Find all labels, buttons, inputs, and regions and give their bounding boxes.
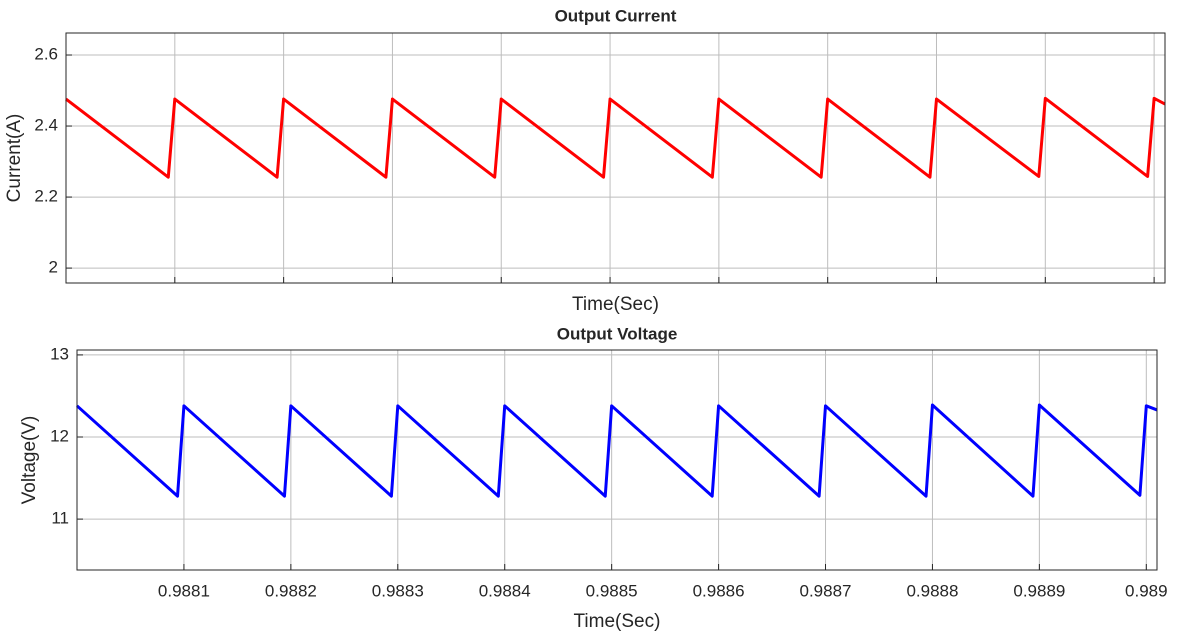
x-tick-label: 0.9888 [906,581,958,600]
plot-area [66,33,1165,283]
data-line [65,96,1166,179]
axes-box [76,349,1158,571]
chart-title: Output Voltage [557,324,678,343]
y-tick-label: 11 [51,509,69,528]
x-tick-label: 0.9889 [1013,581,1065,600]
chart-title: Output Current [555,6,677,25]
y-tick-label: 2 [49,258,58,277]
axes-box [65,32,1166,284]
x-axis-label: Time(Sec) [574,611,661,632]
x-tick-label: 0.9886 [693,581,745,600]
x-tick-label: 0.9882 [265,581,317,600]
x-tick-label: 0.9885 [586,581,638,600]
x-tick-label: 0.9883 [372,581,424,600]
data-line [75,403,1158,498]
x-tick-label: 0.989 [1125,581,1168,600]
x-tick-label: 0.9887 [800,581,852,600]
y-tick-label: 2.2 [34,187,58,206]
y-tick-label: 12 [50,426,69,445]
y-tick-label: 13 [50,344,69,363]
y-axis-label: Voltage(V) [19,416,40,505]
y-axis-label: Current(A) [4,114,25,203]
x-tick-label: 0.9881 [158,581,210,600]
x-axis-label: Time(Sec) [572,294,659,315]
y-tick-label: 2.4 [34,116,58,135]
x-tick-label: 0.9884 [479,581,531,600]
y-tick-label: 2.6 [34,45,58,64]
plot-area [77,350,1157,570]
